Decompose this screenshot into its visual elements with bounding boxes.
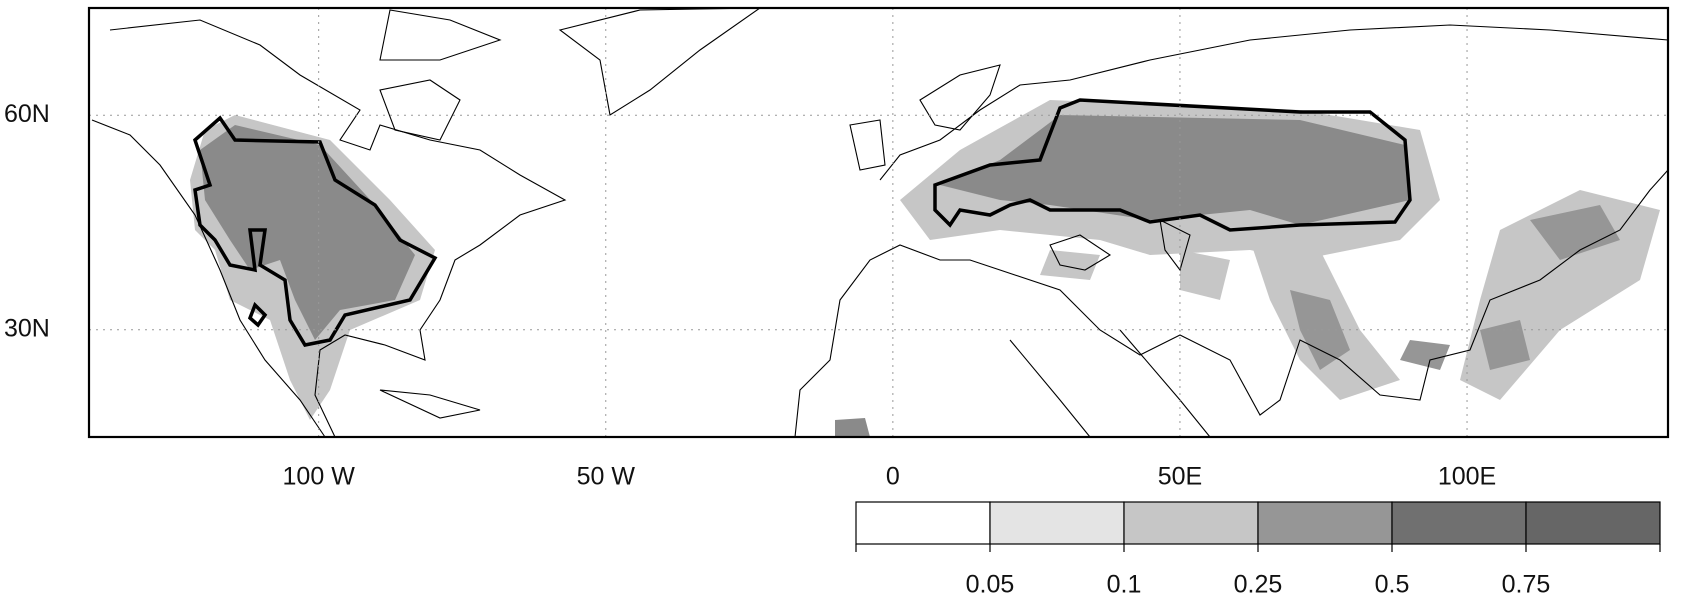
colorbar-box — [989, 501, 1125, 545]
colorbar-label: 0.25 — [1234, 571, 1283, 599]
lat-tick-label: 60N — [4, 100, 50, 128]
lon-tick-label: 100 W — [283, 463, 356, 491]
shading — [190, 100, 1660, 437]
map-frame — [87, 6, 1670, 439]
colorbar-box — [1123, 501, 1259, 545]
colorbar: 0.05 0.1 0.25 0.5 0.75 — [855, 501, 1661, 599]
colorbar-label: 0.5 — [1375, 571, 1410, 599]
colorbar-box — [1257, 501, 1393, 545]
lon-tick-label: 50E — [1158, 463, 1202, 491]
colorbar-box — [855, 501, 991, 545]
lon-tick-label: 50 W — [577, 463, 636, 491]
colorbar-box — [1525, 501, 1661, 545]
lon-tick-label: 0 — [886, 463, 900, 491]
colorbar-box — [1391, 501, 1527, 545]
contour — [192, 98, 1412, 347]
lon-tick-label: 100E — [1438, 463, 1496, 491]
colorbar-label: 0.05 — [966, 571, 1015, 599]
map-area — [89, 7, 1669, 438]
colorbar-label: 0.75 — [1502, 571, 1551, 599]
lat-tick-label: 30N — [4, 314, 50, 342]
colorbar-label: 0.1 — [1107, 571, 1142, 599]
coastline — [91, 7, 1669, 438]
